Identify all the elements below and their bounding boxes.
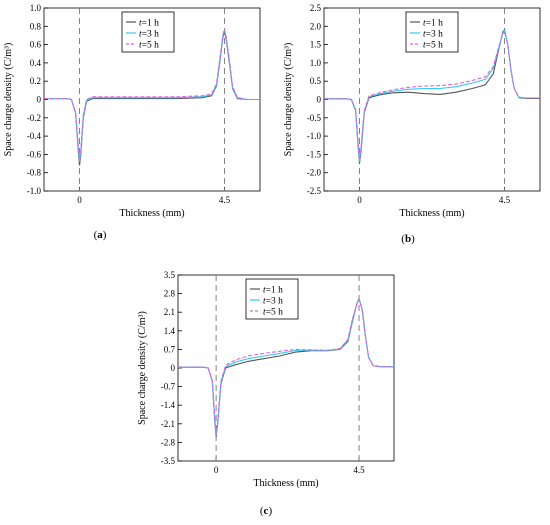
y-tick-label: -1.4 (161, 400, 176, 410)
y-tick-label: 0.8 (30, 21, 42, 31)
legend-label: t=3 h (139, 30, 159, 40)
panel-caption: (c) (260, 505, 273, 517)
y-tick-label: -1.5 (307, 149, 322, 159)
chart-panel-2: 2.5 2.0 1.5 1.0 0.5 0 -0.5 -1.0 -1.5 -2.0 -2.5 0 4.5… (283, 3, 541, 245)
x-tick-label: 0 (214, 465, 219, 475)
chart-panel-3: 3.5 2.8 2.1 1.4 0.7 0 -0.7 -1.4 -2.1 -2.8 -3.5 0 4.5… (137, 270, 395, 517)
panel-caption: (a) (94, 229, 107, 241)
x-tick-label: 4.5 (219, 195, 231, 205)
series-line-3 (324, 30, 540, 160)
y-tick-label: 1.4 (164, 326, 176, 336)
legend: t=1 ht=3 ht=5 h (121, 11, 175, 53)
series-line-1 (178, 297, 394, 438)
y-tick-label: 0 (317, 95, 322, 105)
y-tick-label: -1.0 (307, 131, 322, 141)
y-tick-label: -0.5 (307, 113, 322, 123)
y-tick-label: 0.4 (30, 58, 42, 68)
chart-panel-1: 1.0 0.8 0.6 0.4 0.2 0 -0.2 -0.4 -0.6 -0.8 -1.0 0 4.5… (3, 3, 261, 241)
y-axis-label: Space charge density (C/m³) (137, 311, 148, 425)
series-line-3 (178, 298, 394, 435)
y-tick-label: 0 (37, 95, 42, 105)
y-tick-label: 2.0 (310, 21, 322, 31)
legend: t=1 ht=3 ht=5 h (405, 11, 459, 53)
legend-label: t=5 h (139, 41, 159, 51)
y-tick-label: -2.0 (307, 168, 322, 178)
x-tick-label: 4.5 (499, 195, 511, 205)
legend-label: t=1 h (263, 286, 283, 296)
y-tick-label: 0.6 (30, 40, 42, 50)
y-tick-label: -0.4 (27, 131, 42, 141)
legend-label: t=5 h (423, 41, 443, 51)
y-tick-label: -2.1 (161, 419, 175, 429)
legend-label: t=1 h (139, 19, 159, 29)
y-tick-label: 1.0 (310, 58, 322, 68)
legend-box (405, 11, 459, 53)
y-tick-label: 1.5 (310, 40, 322, 50)
panel-caption: (b) (401, 233, 415, 245)
legend: t=1 ht=3 ht=5 h (245, 278, 299, 320)
legend-label: t=3 h (423, 30, 443, 40)
x-tick-label: 0 (77, 195, 82, 205)
y-tick-label: -0.2 (27, 113, 41, 123)
y-tick-label: 1.0 (30, 3, 42, 13)
y-tick-label: -0.8 (27, 168, 42, 178)
series-line-3 (44, 28, 260, 160)
y-tick-label: 2.5 (310, 3, 322, 13)
legend-box (245, 278, 299, 320)
legend-label: t=1 h (423, 19, 443, 29)
y-tick-label: -2.8 (161, 437, 176, 447)
y-axis-label: Space charge density (C/m³) (283, 43, 294, 157)
series-line-2 (178, 298, 394, 436)
y-tick-label: 0.2 (30, 76, 41, 86)
y-tick-label: -0.7 (161, 382, 176, 392)
x-axis-label: Thickness (mm) (253, 478, 318, 489)
x-tick-label: 0 (357, 195, 362, 205)
y-tick-label: -2.5 (307, 186, 322, 196)
y-tick-label: 3.5 (164, 270, 176, 280)
x-axis-label: Thickness (mm) (399, 208, 464, 219)
y-tick-label: -3.5 (161, 456, 176, 466)
y-tick-label: -0.6 (27, 149, 42, 159)
legend-label: t=5 h (263, 308, 283, 318)
y-tick-label: -1.0 (27, 186, 42, 196)
y-tick-label: 2.8 (164, 289, 176, 299)
y-tick-label: 0.5 (310, 76, 322, 86)
legend-box (121, 11, 175, 53)
y-axis-label: Space charge density (C/m³) (3, 43, 14, 157)
y-tick-label: 2.1 (164, 307, 175, 317)
y-tick-label: 0 (171, 363, 176, 373)
x-axis-label: Thickness (mm) (119, 208, 184, 219)
y-tick-label: 0.7 (164, 344, 176, 354)
x-tick-label: 4.5 (353, 465, 365, 475)
legend-label: t=3 h (263, 297, 283, 307)
